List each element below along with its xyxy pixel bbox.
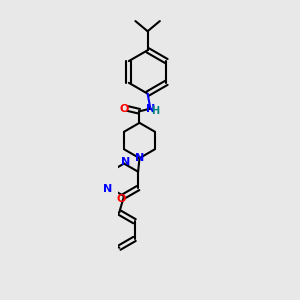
Text: N: N — [146, 103, 155, 114]
Text: N: N — [121, 157, 130, 167]
Text: O: O — [117, 194, 126, 204]
Text: N: N — [103, 184, 112, 194]
Text: N: N — [135, 153, 144, 163]
Text: O: O — [119, 103, 129, 114]
Text: H: H — [151, 106, 159, 116]
